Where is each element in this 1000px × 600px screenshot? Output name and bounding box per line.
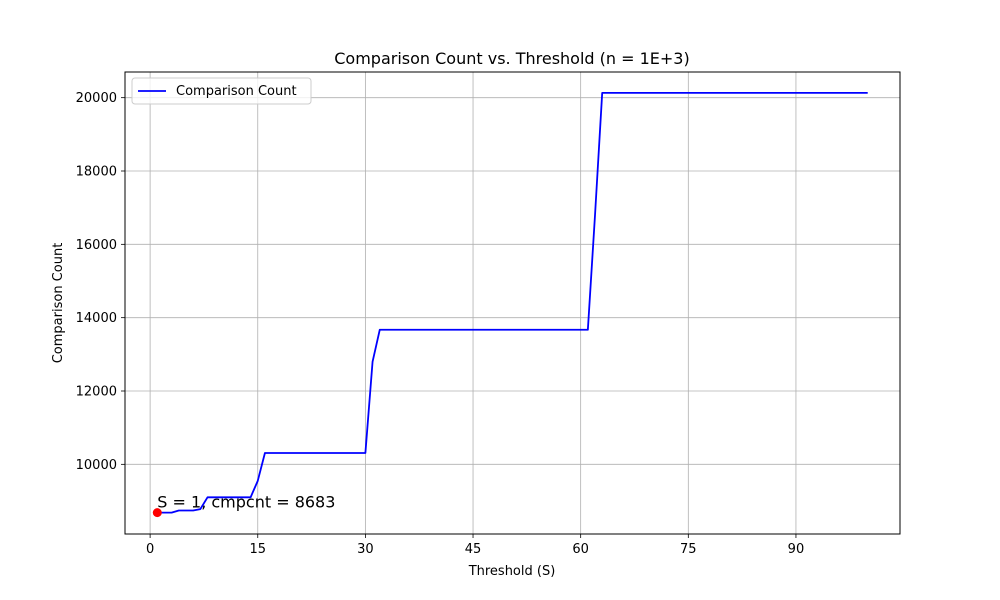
y-tick-label: 10000 — [76, 458, 117, 473]
series-layer — [152, 92, 868, 518]
y-tick-label: 14000 — [76, 311, 117, 326]
y-axis: 10000 12000 14000 16000 18000 20000 — [76, 91, 125, 473]
y-tick-label: 20000 — [76, 91, 117, 106]
y-tick-label: 12000 — [76, 385, 117, 400]
x-axis: 0 15 30 45 60 75 90 — [146, 534, 804, 557]
legend-box — [131, 77, 312, 105]
grid — [125, 72, 900, 534]
highlight-point — [152, 508, 162, 518]
chart-title: Comparison Count vs. Threshold (n = 1E+3… — [334, 49, 689, 68]
x-tick-label: 90 — [788, 542, 805, 557]
x-tick-label: 15 — [249, 542, 266, 557]
plot-frame — [124, 71, 901, 535]
annotation-label: S = 1, cmpcnt = 8683 — [157, 493, 335, 512]
x-tick-label: 75 — [680, 542, 697, 557]
x-tick-label: 45 — [465, 542, 482, 557]
y-tick-label: 16000 — [76, 238, 117, 253]
series-line — [157, 92, 868, 514]
x-tick-label: 30 — [357, 542, 374, 557]
legend: Comparison Count — [131, 77, 312, 105]
x-axis-label: Threshold (S) — [468, 564, 556, 579]
x-tick-label: 0 — [146, 542, 154, 557]
legend-label: Comparison Count — [176, 84, 297, 99]
y-tick-label: 18000 — [76, 165, 117, 180]
y-axis-label: Comparison Count — [51, 243, 66, 364]
x-tick-label: 60 — [572, 542, 589, 557]
